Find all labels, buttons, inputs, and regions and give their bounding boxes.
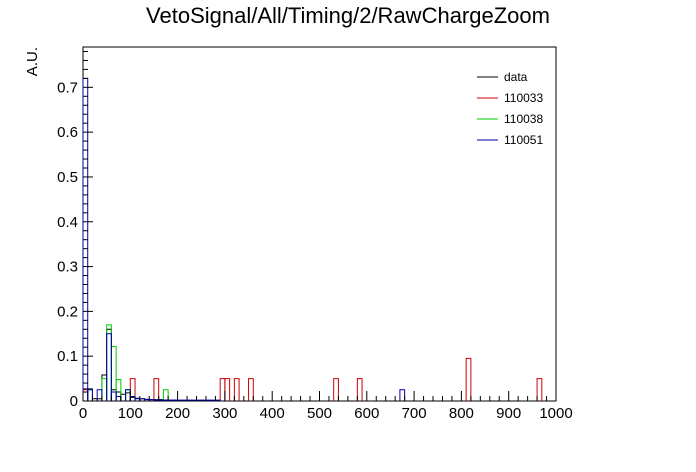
bin-110033-9 <box>465 357 472 401</box>
legend-label-110051: 110051 <box>504 133 543 147</box>
bin-110051-6 <box>125 389 131 401</box>
bin-110051-1 <box>87 389 93 401</box>
chart-title: VetoSignal/All/Timing/2/RawChargeZoom <box>146 3 550 28</box>
bin-110051-5 <box>115 396 122 401</box>
bin-data-8 <box>120 393 127 401</box>
legend-label-110033: 110033 <box>504 91 543 105</box>
bin-110051-3 <box>106 333 112 401</box>
bin-110033-3 <box>219 378 226 401</box>
bin-110033-4 <box>224 378 231 401</box>
x-tick-label: 200 <box>165 405 190 422</box>
bin-data-0 <box>82 388 89 401</box>
bin-data-9 <box>125 392 131 401</box>
x-tick-label: 800 <box>449 405 474 422</box>
bin-110033-6 <box>248 378 254 401</box>
bin-110033-10 <box>536 378 543 401</box>
bin-110038-0 <box>87 389 93 401</box>
plot-frame <box>82 46 557 402</box>
bin-110038-3 <box>110 345 117 401</box>
bin-data-10 <box>129 396 136 401</box>
bin-110033-7 <box>333 378 339 401</box>
bin-data-1 <box>87 388 93 401</box>
x-tick-label: 1000 <box>539 405 572 422</box>
y-tick-label: 0 <box>70 393 78 410</box>
bin-110038-1 <box>101 378 108 401</box>
y-tick-label: 0.3 <box>57 259 78 276</box>
bin-110038-6 <box>162 389 169 401</box>
legend-label-data: data <box>504 70 528 84</box>
bin-110038-5 <box>125 389 131 401</box>
series-110051 <box>82 77 406 401</box>
series-110033 <box>82 357 543 401</box>
bin-data-6 <box>110 389 117 401</box>
y-tick-label: 0.6 <box>57 124 78 141</box>
y-tick-label: 0.2 <box>57 303 78 320</box>
x-tick-label: 0 <box>79 405 87 422</box>
x-tick-label: 100 <box>118 405 143 422</box>
y-tick-label: 0.1 <box>57 348 78 365</box>
x-tick-label: 600 <box>354 405 379 422</box>
y-tick-label: 0.4 <box>57 214 78 231</box>
legend: data 110033 110038 110051 <box>477 70 543 147</box>
x-tick-label: 300 <box>212 405 237 422</box>
bin-data-5 <box>106 328 112 401</box>
y-tick-label: 0.7 <box>57 79 78 96</box>
bin-110033-2 <box>153 378 160 401</box>
x-tick-label: 900 <box>496 405 521 422</box>
y-axis-label: A.U. <box>24 47 41 76</box>
bin-110051-4 <box>110 391 117 401</box>
bin-110038-4 <box>115 378 122 401</box>
axes-layer: 0 100 200 300 400 500 600 700 800 900 1000 0 0.1 0.2 0… <box>57 50 573 422</box>
legend-label-110038: 110038 <box>504 112 543 126</box>
bin-110051-2 <box>96 389 103 401</box>
bin-110038-2 <box>106 324 112 401</box>
bin-110033-0 <box>82 389 89 401</box>
x-tick-label: 500 <box>307 405 332 422</box>
series-layer <box>82 77 543 402</box>
bin-110033-8 <box>356 378 363 401</box>
x-tick-label: 400 <box>260 405 285 422</box>
bin-110033-5 <box>233 378 240 401</box>
bin-110051-26 <box>399 389 406 401</box>
x-tick-label: 700 <box>402 405 427 422</box>
y-tick-label: 0.5 <box>57 169 78 186</box>
